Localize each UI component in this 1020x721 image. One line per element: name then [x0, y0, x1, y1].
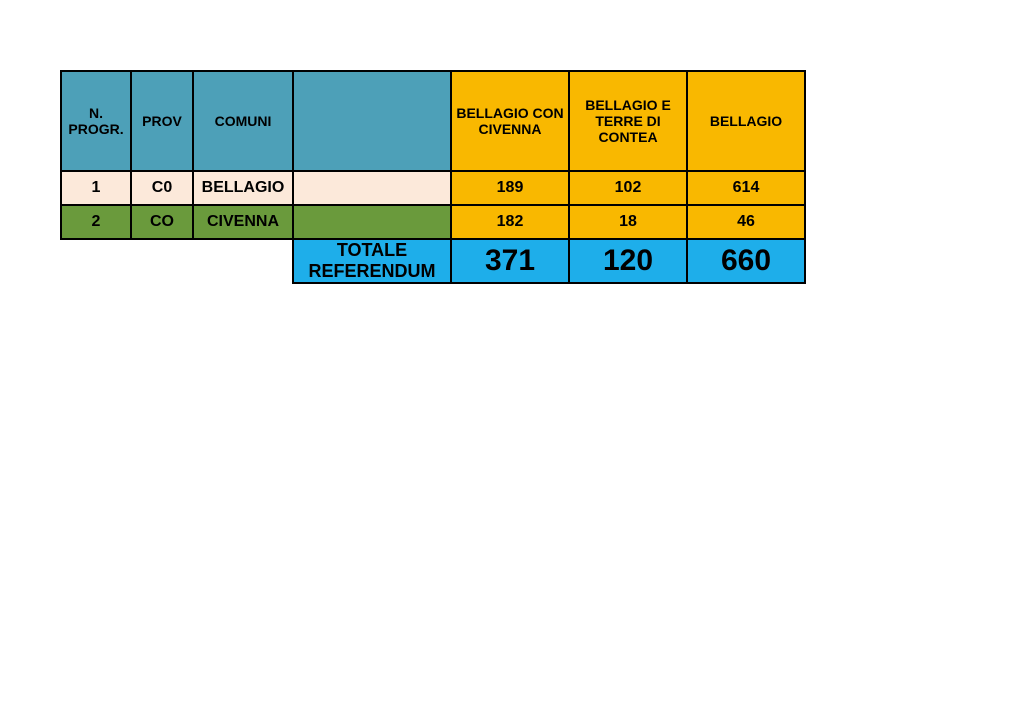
header-col-b: BELLAGIO E TERRE DI CONTEA: [569, 71, 687, 171]
total-label: TOTALE REFERENDUM: [293, 239, 451, 283]
cell-spacer: [293, 171, 451, 205]
table-row: 1 C0 BELLAGIO 189 102 614: [61, 171, 805, 205]
cell-spacer: [293, 205, 451, 239]
header-col-a: BELLAGIO CON CIVENNA: [451, 71, 569, 171]
cell-val-b: 18: [569, 205, 687, 239]
total-row: TOTALE REFERENDUM 371 120 660: [61, 239, 805, 283]
cell-val-a: 182: [451, 205, 569, 239]
total-val-c: 660: [687, 239, 805, 283]
header-spacer: [293, 71, 451, 171]
cell-val-c: 46: [687, 205, 805, 239]
cell-prov: CO: [131, 205, 193, 239]
total-val-b: 120: [569, 239, 687, 283]
header-row: N. PROGR. PROV COMUNI BELLAGIO CON CIVEN…: [61, 71, 805, 171]
header-nprogr: N. PROGR.: [61, 71, 131, 171]
total-val-a: 371: [451, 239, 569, 283]
cell-prov: C0: [131, 171, 193, 205]
header-comuni: COMUNI: [193, 71, 293, 171]
cell-val-a: 189: [451, 171, 569, 205]
table: N. PROGR. PROV COMUNI BELLAGIO CON CIVEN…: [60, 70, 806, 284]
cell-nprogr: 2: [61, 205, 131, 239]
table-row: 2 CO CIVENNA 182 18 46: [61, 205, 805, 239]
cell-nprogr: 1: [61, 171, 131, 205]
cell-val-b: 102: [569, 171, 687, 205]
cell-comune: BELLAGIO: [193, 171, 293, 205]
cell-val-c: 614: [687, 171, 805, 205]
header-prov: PROV: [131, 71, 193, 171]
referendum-table: N. PROGR. PROV COMUNI BELLAGIO CON CIVEN…: [60, 70, 806, 284]
header-col-c: BELLAGIO: [687, 71, 805, 171]
cell-comune: CIVENNA: [193, 205, 293, 239]
total-blank: [61, 239, 293, 283]
